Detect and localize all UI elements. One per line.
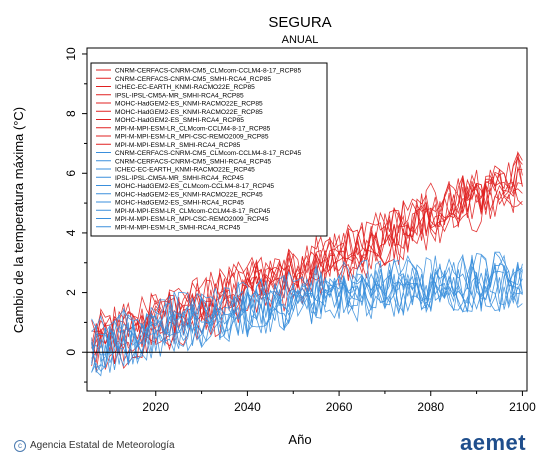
legend-label: MOHC-HadGEM2-ES_KNMI-RACMO22E_RCP45 (115, 191, 263, 198)
legend-label: IPSL-IPSL-CM5A-MR_SMHI-RCA4_RCP85 (115, 92, 244, 99)
y-axis-label: Cambio de la temperatura máxima (°C) (11, 107, 26, 333)
credit-text: c Agencia Estatal de Meteorología (14, 440, 175, 452)
legend-label: MPI-M-MPI-ESM-LR_SMHI-RCA4_RCP45 (115, 224, 241, 231)
y-tick-label: 6 (64, 170, 78, 177)
aemet-logo: aemet (460, 430, 527, 455)
legend-box (90, 62, 328, 237)
legend-label: MOHC-HadGEM2-ES_CLMcom-CCLM4-8-17_RCP45 (115, 183, 274, 190)
x-tick-label: 2020 (142, 400, 169, 414)
legend-label: ICHEC-EC-EARTH_KNMI-RACMO22E_RCP85 (115, 84, 255, 91)
legend-label: CNRM-CERFACS-CNRM-CM5_CLMcom-CCLM4-8-17_… (115, 68, 301, 75)
chart-subtitle: ANUAL (282, 34, 319, 46)
copyright-icon: c (14, 440, 26, 452)
legend-label: ICHEC-EC-EARTH_KNMI-RACMO22E_RCP45 (115, 167, 255, 174)
series-line-rcp85-8 (91, 156, 523, 346)
legend-label: CNRM-CERFACS-CNRM-CM5_CLMcom-CCLM4-8-17_… (115, 150, 301, 157)
legend: CNRM-CERFACS-CNRM-CM5_CLMcom-CCLM4-8-17_… (90, 62, 328, 237)
legend-label: MOHC-HadGEM2-ES_KNMI-RACMO22E_RCP85 (115, 109, 263, 116)
legend-label: MOHC-HadGEM2-ES_SMHI-RCA4_RCP45 (115, 200, 244, 207)
series-line-rcp85-3 (91, 169, 523, 359)
y-tick-label: 8 (64, 110, 78, 117)
y-tick-label: 10 (64, 47, 78, 61)
legend-label: MOHC-HadGEM2-ES_SMHI-RCA4_RCP85 (115, 117, 244, 124)
legend-label: MPI-M-MPI-ESM-LR_CLMcom-CCLM4-8-17_RCP45 (115, 208, 271, 215)
chart-title: SEGURA (268, 14, 331, 31)
legend-label: IPSL-IPSL-CM5A-MR_SMHI-RCA4_RCP45 (115, 175, 244, 182)
credit-label: Agencia Estatal de Meteorología (30, 440, 175, 451)
y-tick-label: 2 (64, 289, 78, 296)
x-tick-label: 2080 (417, 400, 444, 414)
x-tick-label: 2100 (509, 400, 536, 414)
legend-label: MPI-M-MPI-ESM-LR_SMHI-RCA4_RCP85 (115, 142, 241, 149)
x-axis-label: Año (288, 432, 311, 447)
legend-label: MPI-M-MPI-ESM-LR_MPI-CSC-REMO2009_RCP45 (115, 216, 269, 223)
y-tick-label: 4 (64, 229, 78, 236)
x-tick-label: 2040 (234, 400, 261, 414)
axis-layer: 2020 2040 2060 2080 2100 0 2 4 6 8 10 (64, 47, 536, 414)
legend-label: MPI-M-MPI-ESM-LR_CLMcom-CCLM4-8-17_RCP85 (115, 125, 271, 132)
legend-label: MPI-M-MPI-ESM-LR_MPI-CSC-REMO2009_RCP85 (115, 134, 269, 141)
y-tick-label: 0 (64, 349, 78, 356)
plot-frame (86, 47, 528, 392)
legend-label: CNRM-CERFACS-CNRM-CM5_SMHI-RCA4_RCP45 (115, 158, 271, 165)
legend-label: MOHC-HadGEM2-ES_KNMI-RACMO22E_RCP85 (115, 101, 263, 108)
x-tick-label: 2060 (326, 400, 353, 414)
series-line-rcp45-7 (91, 263, 523, 373)
series-line-rcp45-9 (91, 253, 523, 364)
legend-label: CNRM-CERFACS-CNRM-CM5_SMHI-RCA4_RCP85 (115, 76, 271, 83)
series-layer (91, 150, 523, 377)
series-line-rcp45-8 (91, 268, 523, 369)
series-line-rcp45-10 (91, 251, 523, 363)
